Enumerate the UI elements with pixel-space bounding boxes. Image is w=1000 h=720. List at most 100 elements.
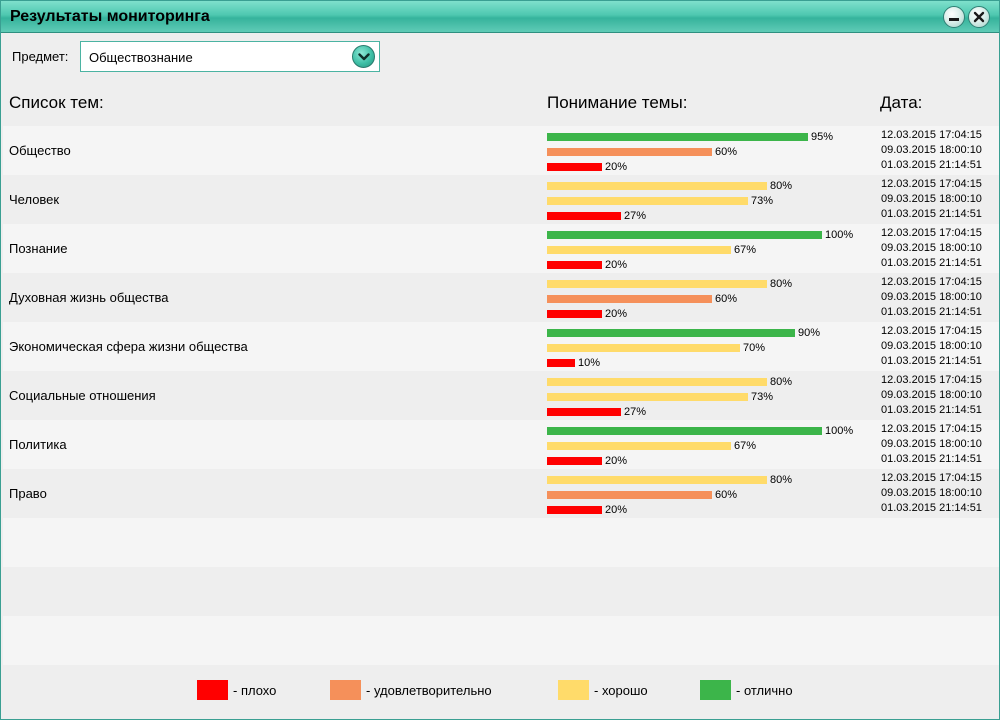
- understanding-percent: 67%: [734, 440, 757, 452]
- result-dates: 12.03.2015 17:04:15 09.03.2015 18:00:10 01…: [881, 324, 982, 369]
- topic-name: Экономическая сфера жизни общества: [9, 339, 248, 354]
- result-date: 09.03.2015 18:00:10: [881, 144, 982, 156]
- understanding-percent: 80%: [770, 278, 793, 290]
- understanding-percent: 20%: [605, 308, 628, 320]
- subject-select[interactable]: Обществознание: [80, 41, 380, 72]
- result-dates: 12.03.2015 17:04:15 09.03.2015 18:00:10 01…: [881, 128, 982, 173]
- understanding-percent: 20%: [605, 455, 628, 467]
- legend: - плохо - удовлетворительно - хорошо - отли…: [1, 665, 999, 719]
- result-date: 12.03.2015 17:04:15: [881, 472, 982, 484]
- understanding-bar-bad: [547, 212, 621, 220]
- result-line: 20%: [547, 160, 867, 175]
- table-row[interactable]: Общество 95% 60% 20% 12.03.2015 17:04:15 09.0…: [3, 126, 999, 175]
- topics-column-header: Список тем:: [9, 93, 104, 112]
- result-date: 01.03.2015 21:14:51: [881, 404, 982, 416]
- result-date: 01.03.2015 21:14:51: [881, 159, 982, 171]
- table-row[interactable]: Право 80% 60% 20% 12.03.2015 17:04:15 09.03.2…: [3, 469, 999, 518]
- result-line: 67%: [547, 243, 867, 258]
- result-date: 01.03.2015 21:14:51: [881, 257, 982, 269]
- understanding-percent: 80%: [770, 180, 793, 192]
- legend-label: - удовлетворительно: [366, 683, 492, 698]
- result-date: 09.03.2015 18:00:10: [881, 291, 982, 303]
- understanding-percent: 60%: [715, 146, 738, 158]
- understanding-bar-good: [547, 393, 748, 401]
- minimize-button[interactable]: [943, 6, 965, 28]
- subject-dropdown-button[interactable]: [352, 45, 375, 68]
- result-date: 12.03.2015 17:04:15: [881, 227, 982, 239]
- result-line: 20%: [547, 454, 867, 469]
- result-date: 09.03.2015 18:00:10: [881, 487, 982, 499]
- understanding-bar-bad: [547, 408, 621, 416]
- result-date: 12.03.2015 17:04:15: [881, 325, 982, 337]
- result-date: 01.03.2015 21:14:51: [881, 355, 982, 367]
- result-line: 70%: [547, 341, 867, 356]
- table-row[interactable]: Экономическая сфера жизни общества 90% 70%…: [3, 322, 999, 371]
- result-line: 10%: [547, 356, 867, 371]
- result-date: 09.03.2015 18:00:10: [881, 438, 982, 450]
- understanding-bar-excellent: [547, 329, 795, 337]
- table-row[interactable]: Политика 100% 67% 20% 12.03.2015 17:04:15 09.…: [3, 420, 999, 469]
- result-dates: 12.03.2015 17:04:15 09.03.2015 18:00:10 01…: [881, 471, 982, 516]
- understanding-bars: 95% 60% 20%: [547, 130, 867, 175]
- understanding-bar-good: [547, 476, 767, 484]
- understanding-percent: 100%: [825, 229, 854, 241]
- result-date: 09.03.2015 18:00:10: [881, 242, 982, 254]
- table-row[interactable]: Познание 100% 67% 20% 12.03.2015 17:04:15 09.…: [3, 224, 999, 273]
- result-date: 12.03.2015 17:04:15: [881, 178, 982, 190]
- result-date: 01.03.2015 21:14:51: [881, 208, 982, 220]
- topic-name: Социальные отношения: [9, 388, 156, 403]
- understanding-bar-good: [547, 182, 767, 190]
- understanding-percent: 73%: [751, 391, 774, 403]
- topic-name: Право: [9, 486, 47, 501]
- result-dates: 12.03.2015 17:04:15 09.03.2015 18:00:10 01…: [881, 226, 982, 271]
- legend-label: - отлично: [736, 683, 793, 698]
- legend-swatch: [700, 680, 731, 700]
- result-line: 80%: [547, 473, 867, 488]
- result-date: 01.03.2015 21:14:51: [881, 502, 982, 514]
- result-line: 60%: [547, 488, 867, 503]
- result-line: 80%: [547, 375, 867, 390]
- empty-row: [3, 616, 999, 665]
- legend-swatch: [330, 680, 361, 700]
- understanding-bars: 90% 70% 10%: [547, 326, 867, 371]
- empty-row: [3, 567, 999, 616]
- result-line: 27%: [547, 405, 867, 420]
- understanding-bar-satisfactory: [547, 148, 712, 156]
- result-dates: 12.03.2015 17:04:15 09.03.2015 18:00:10 01…: [881, 275, 982, 320]
- understanding-bar-excellent: [547, 427, 822, 435]
- result-line: 80%: [547, 179, 867, 194]
- topic-name: Общество: [9, 143, 71, 158]
- result-line: 73%: [547, 194, 867, 209]
- result-date: 12.03.2015 17:04:15: [881, 129, 982, 141]
- understanding-bar-excellent: [547, 231, 822, 239]
- understanding-percent: 73%: [751, 195, 774, 207]
- understanding-percent: 27%: [624, 406, 647, 418]
- understanding-bars: 100% 67% 20%: [547, 424, 867, 469]
- understanding-percent: 10%: [578, 357, 601, 369]
- close-icon: [973, 11, 985, 23]
- result-line: 20%: [547, 503, 867, 518]
- result-line: 60%: [547, 145, 867, 160]
- date-column-header: Дата:: [880, 93, 923, 112]
- result-dates: 12.03.2015 17:04:15 09.03.2015 18:00:10 01…: [881, 177, 982, 222]
- topic-name: Познание: [9, 241, 68, 256]
- title-bar[interactable]: Результаты мониторинга: [1, 1, 999, 33]
- understanding-bars: 80% 73% 27%: [547, 375, 867, 420]
- empty-rows: [3, 518, 999, 665]
- result-line: 60%: [547, 292, 867, 307]
- understanding-percent: 60%: [715, 489, 738, 501]
- result-line: 27%: [547, 209, 867, 224]
- legend-swatch: [558, 680, 589, 700]
- result-date: 12.03.2015 17:04:15: [881, 423, 982, 435]
- understanding-column-header: Понимание темы:: [547, 93, 688, 112]
- table-row[interactable]: Духовная жизнь общества 80% 60% 20% 12.03.20…: [3, 273, 999, 322]
- table-row[interactable]: Человек 80% 73% 27% 12.03.2015 17:04:15 09.03…: [3, 175, 999, 224]
- table-row[interactable]: Социальные отношения 80% 73% 27% 12.03.2015 …: [3, 371, 999, 420]
- understanding-bar-good: [547, 442, 731, 450]
- understanding-percent: 95%: [811, 131, 834, 143]
- understanding-percent: 90%: [798, 327, 821, 339]
- result-line: 20%: [547, 307, 867, 322]
- close-button[interactable]: [968, 6, 990, 28]
- understanding-bar-bad: [547, 457, 602, 465]
- understanding-percent: 20%: [605, 504, 628, 516]
